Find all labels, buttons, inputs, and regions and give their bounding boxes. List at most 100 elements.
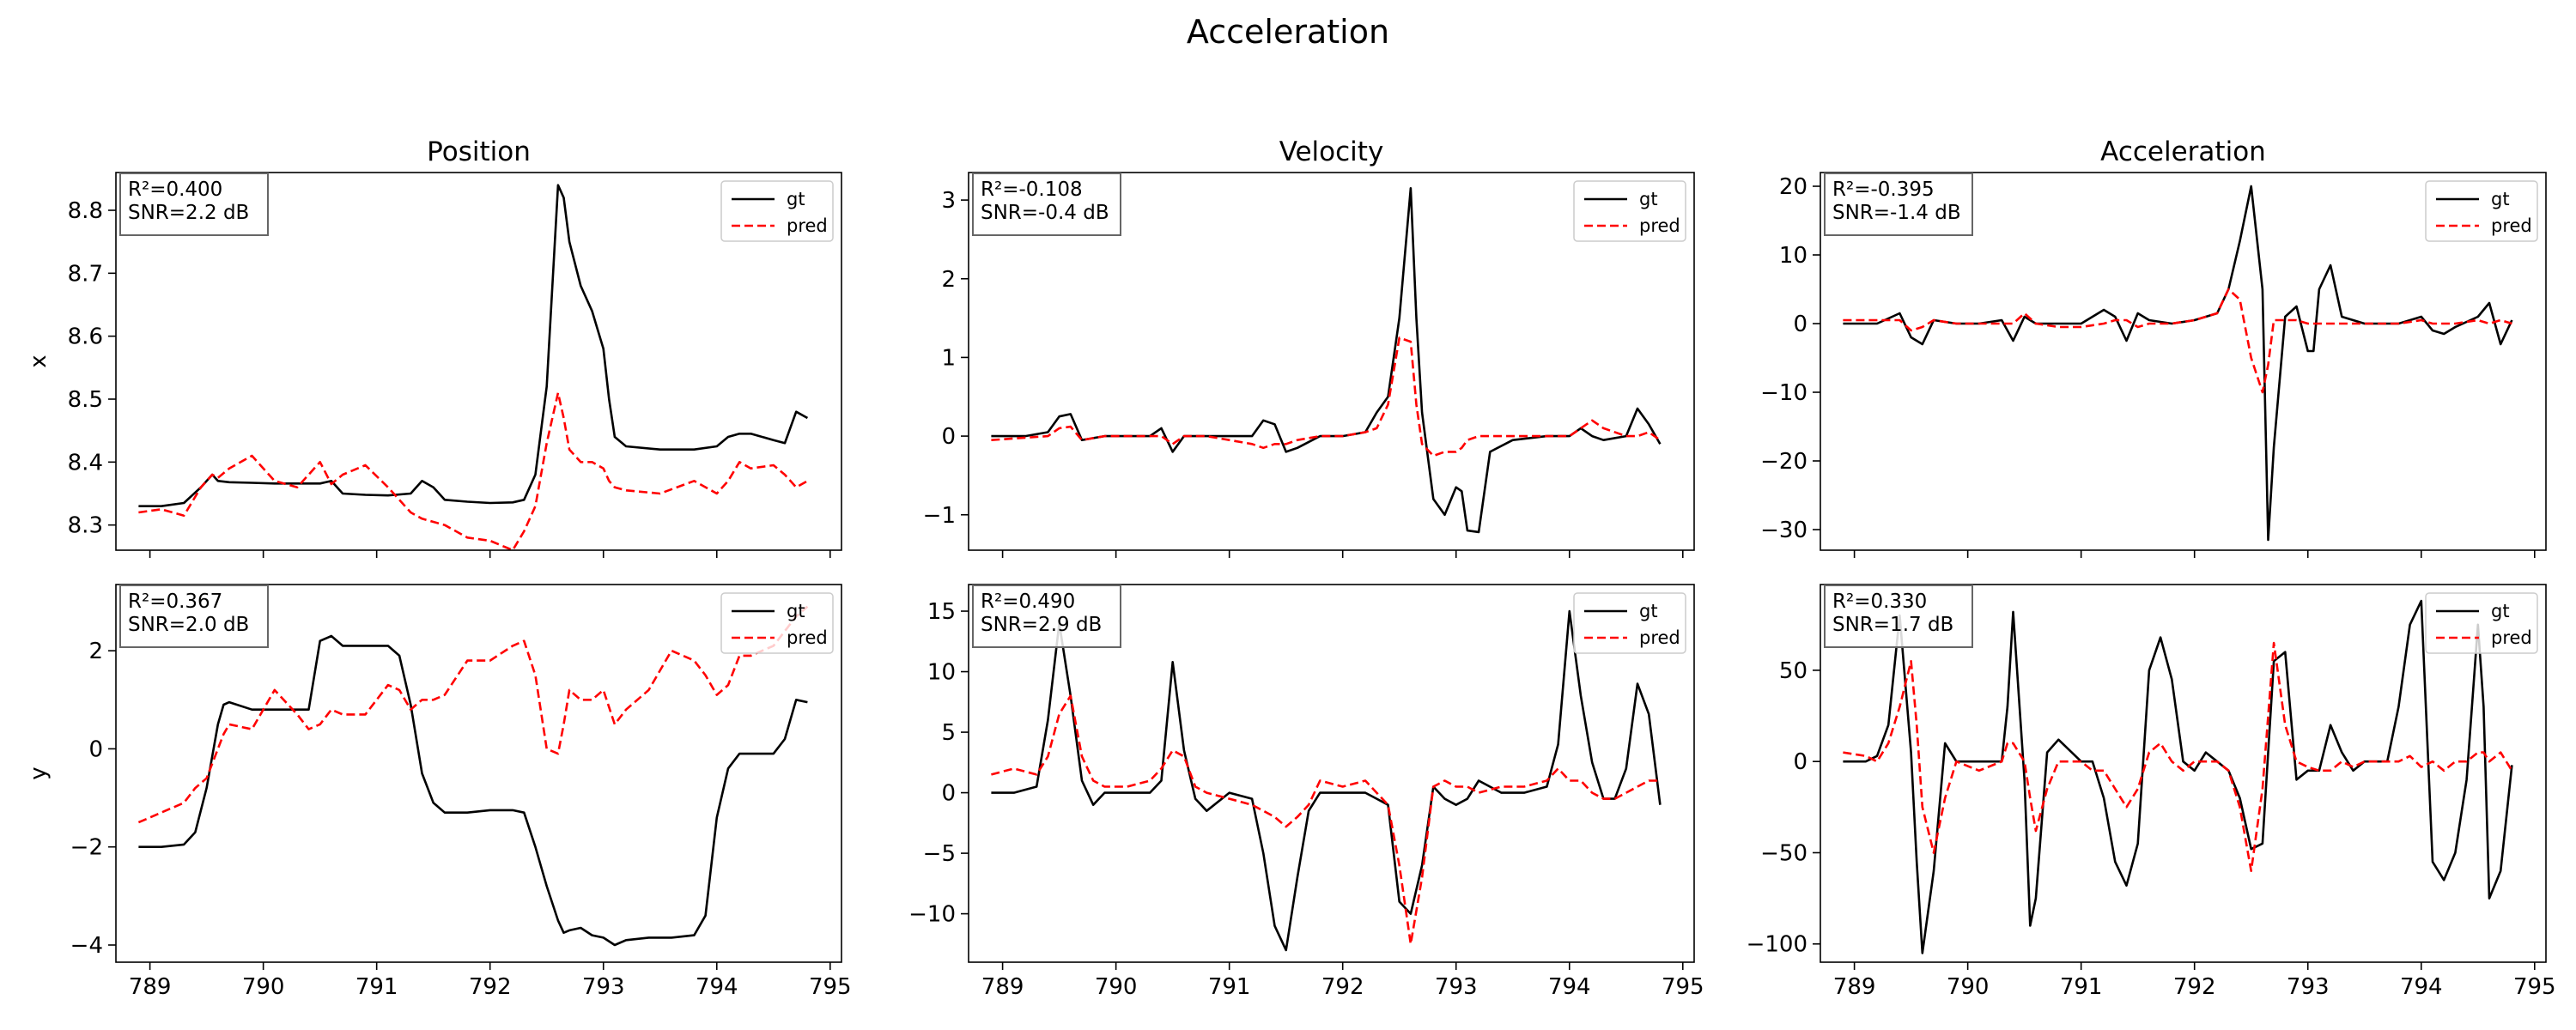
r2-metric: R²=-0.395 <box>1832 179 1935 201</box>
legend-label-gt: gt <box>1639 189 1658 209</box>
legend-label-gt: gt <box>787 601 805 621</box>
x-tick-label: 793 <box>2287 974 2330 1000</box>
y-tick-label: 8.7 <box>68 261 103 287</box>
y-tick-label: 50 <box>1779 658 1807 684</box>
snr-metric: SNR=-1.4 dB <box>1832 202 1961 224</box>
legend-label-pred: pred <box>787 627 828 648</box>
figure-suptitle: Acceleration <box>1187 13 1389 51</box>
series-line-gt <box>1843 599 2513 954</box>
y-tick-label: 20 <box>1779 174 1807 200</box>
x-tick-label: 790 <box>1095 974 1138 1000</box>
y-tick-label: 15 <box>927 599 956 625</box>
legend-label-pred: pred <box>1639 627 1680 648</box>
x-tick-label: 795 <box>2513 974 2556 1000</box>
metrics-box-frame <box>972 173 1121 236</box>
r2-metric: R²=-0.108 <box>981 179 1083 201</box>
legend: gt pred <box>1573 592 1686 654</box>
legend: gt pred <box>720 592 834 654</box>
r2-metric: R²=0.330 <box>1832 591 1927 613</box>
r2-metric: R²=0.367 <box>128 591 222 613</box>
legend-label-pred: pred <box>787 215 828 236</box>
y-tick-label: 8.5 <box>68 387 103 413</box>
series-line-pred <box>138 391 809 550</box>
axes-frame <box>115 172 842 551</box>
x-tick-label: 793 <box>582 974 625 1000</box>
axes-frame <box>968 584 1695 963</box>
x-tick-label: 793 <box>1435 974 1478 1000</box>
legend-label-pred: pred <box>1639 215 1680 236</box>
y-tick-label: 1 <box>941 345 956 371</box>
y-axis-label: x <box>26 354 52 367</box>
legend: gt pred <box>720 180 834 242</box>
snr-metric: SNR=-0.4 dB <box>981 202 1109 224</box>
x-tick-label: 790 <box>242 974 285 1000</box>
x-tick-label: 794 <box>1548 974 1591 1000</box>
series-line-gt <box>138 184 809 508</box>
x-tick-label: 791 <box>1208 974 1251 1000</box>
y-tick-label: 10 <box>1779 243 1807 269</box>
y-tick-label: 0 <box>1793 312 1807 337</box>
legend: gt pred <box>2425 180 2538 242</box>
x-tick-label: 792 <box>2173 974 2216 1000</box>
y-tick-label: −2 <box>70 835 103 861</box>
subplot-title: Velocity <box>1279 136 1384 167</box>
y-axis-label: y <box>26 766 52 779</box>
series-line-pred <box>137 605 809 824</box>
subplot-title: Acceleration <box>2100 136 2266 167</box>
series-line-pred <box>1843 641 2513 873</box>
series-line-pred <box>991 336 1662 457</box>
metrics-box-frame <box>119 585 269 648</box>
x-tick-label: 794 <box>696 974 738 1000</box>
axes-frame <box>115 584 842 963</box>
y-tick-label: 2 <box>88 639 103 664</box>
r2-metric: R²=0.400 <box>128 179 222 201</box>
y-tick-label: −20 <box>1760 449 1807 475</box>
x-tick-label: 795 <box>1662 974 1704 1000</box>
series-line-pred <box>1843 288 2512 394</box>
x-tick-label: 789 <box>129 974 172 1000</box>
x-tick-label: 789 <box>1833 974 1876 1000</box>
x-tick-label: 792 <box>1321 974 1364 1000</box>
legend: gt pred <box>1573 180 1686 242</box>
x-tick-label: 792 <box>469 974 512 1000</box>
metrics-box-frame <box>1824 585 1973 648</box>
y-tick-label: −30 <box>1760 518 1807 543</box>
y-tick-label: −10 <box>908 902 956 928</box>
y-tick-label: 8.4 <box>68 450 103 476</box>
x-tick-label: 794 <box>2400 974 2443 1000</box>
subplot-title: Position <box>427 136 531 167</box>
legend-label-gt: gt <box>787 189 805 209</box>
y-tick-label: −1 <box>923 503 956 529</box>
snr-metric: SNR=2.2 dB <box>128 202 249 224</box>
subplot-position-x: 8.3 8.4 8.5 8.6 8.7 8.8 Position x R²=0.400SNR=2… <box>26 136 842 558</box>
y-tick-label: 0 <box>941 781 956 807</box>
y-tick-label: 8.3 <box>68 513 103 539</box>
x-tick-label: 790 <box>1947 974 1990 1000</box>
y-tick-label: 8.6 <box>68 324 103 350</box>
y-tick-label: 2 <box>941 267 956 293</box>
y-tick-label: −4 <box>70 933 103 959</box>
y-tick-label: 0 <box>1793 749 1807 775</box>
snr-metric: SNR=1.7 dB <box>1832 614 1953 636</box>
legend: gt pred <box>2425 592 2538 654</box>
y-tick-label: 0 <box>941 424 956 450</box>
y-tick-label: 5 <box>941 720 956 746</box>
y-tick-label: −5 <box>923 841 956 867</box>
subplot-panel-y: 789 790 791 792 793 794 795 −10 −5 0 5 10 15 R²=0.490… <box>908 584 1704 1000</box>
axes-frame <box>1820 172 2547 551</box>
legend-label-pred: pred <box>2491 215 2532 236</box>
y-tick-label: 0 <box>88 736 103 762</box>
axes-frame <box>968 172 1695 551</box>
subplot-acceleration-x: −30 −20 −10 0 10 20 Acceleration R²=-0.395SNR=-… <box>1760 136 2547 558</box>
metrics-box-frame <box>1824 173 1973 236</box>
y-tick-label: 8.8 <box>68 198 103 224</box>
legend-label-gt: gt <box>2491 189 2510 209</box>
metrics-box-frame <box>972 585 1121 648</box>
